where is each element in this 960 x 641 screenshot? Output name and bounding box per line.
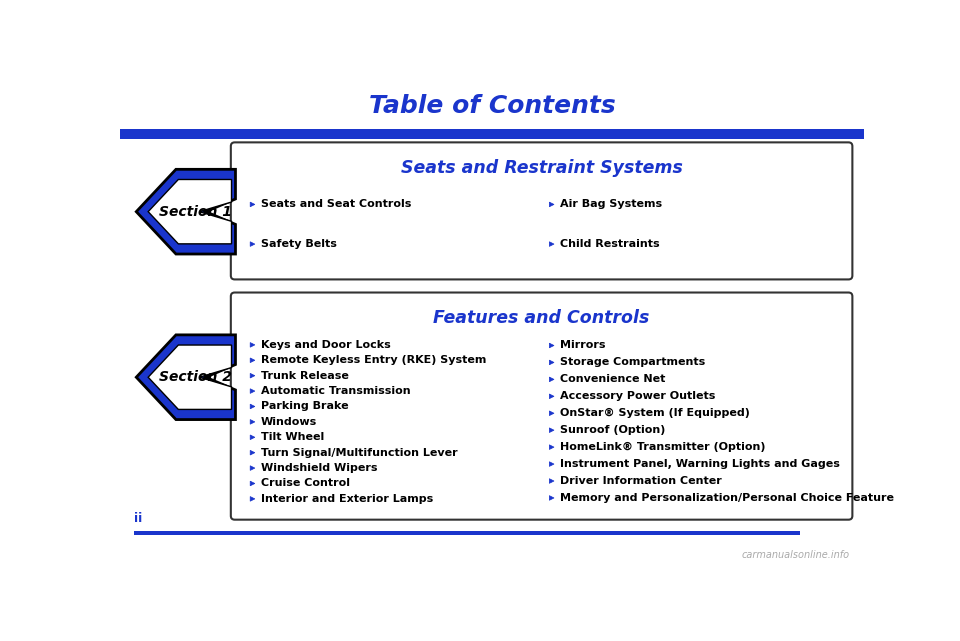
Polygon shape [251,466,254,470]
Text: Storage Compartments: Storage Compartments [561,358,706,367]
Polygon shape [549,343,554,348]
Polygon shape [136,169,235,254]
Text: Air Bag Systems: Air Bag Systems [561,199,662,210]
Text: Turn Signal/Multifunction Lever: Turn Signal/Multifunction Lever [261,447,458,458]
Text: Memory and Personalization/Personal Choice Feature: Memory and Personalization/Personal Choi… [561,493,894,503]
Text: Section 2: Section 2 [159,370,232,384]
Polygon shape [549,479,554,483]
Text: Sunroof (Option): Sunroof (Option) [561,425,665,435]
Text: HomeLink® Transmitter (Option): HomeLink® Transmitter (Option) [561,442,766,452]
Polygon shape [251,342,254,347]
Polygon shape [251,358,254,363]
FancyBboxPatch shape [230,142,852,279]
Polygon shape [549,462,554,467]
Polygon shape [549,495,554,500]
Polygon shape [549,445,554,449]
Text: Cruise Control: Cruise Control [261,478,350,488]
Text: Accessory Power Outlets: Accessory Power Outlets [561,391,715,401]
Polygon shape [549,360,554,365]
Text: Table of Contents: Table of Contents [369,94,615,118]
Text: Instrument Panel, Warning Lights and Gages: Instrument Panel, Warning Lights and Gag… [561,459,840,469]
Polygon shape [251,404,254,409]
Polygon shape [251,242,254,246]
Polygon shape [549,202,554,207]
Text: Trunk Release: Trunk Release [261,370,348,381]
Text: Features and Controls: Features and Controls [433,309,650,327]
Polygon shape [549,411,554,415]
Text: Mirrors: Mirrors [561,340,606,351]
Text: Driver Information Center: Driver Information Center [561,476,722,486]
Polygon shape [251,202,254,207]
Text: Interior and Exterior Lamps: Interior and Exterior Lamps [261,494,433,504]
Text: Automatic Transmission: Automatic Transmission [261,386,411,396]
Polygon shape [251,420,254,424]
Polygon shape [251,451,254,455]
Bar [134,531,801,535]
Polygon shape [251,497,254,501]
Polygon shape [251,373,254,378]
Polygon shape [251,435,254,440]
Text: Convenience Net: Convenience Net [561,374,665,385]
Polygon shape [148,345,231,410]
Text: Windows: Windows [261,417,318,427]
Polygon shape [549,428,554,433]
Text: OnStar® System (If Equipped): OnStar® System (If Equipped) [561,408,750,419]
Polygon shape [136,335,235,420]
FancyBboxPatch shape [230,292,852,520]
Text: Safety Belts: Safety Belts [261,239,337,249]
Text: Seats and Restraint Systems: Seats and Restraint Systems [400,159,683,177]
Bar [120,129,864,138]
Text: Parking Brake: Parking Brake [261,401,348,412]
Text: Remote Keyless Entry (RKE) System: Remote Keyless Entry (RKE) System [261,355,487,365]
Text: Child Restraints: Child Restraints [561,239,660,249]
Polygon shape [251,481,254,486]
Polygon shape [549,377,554,381]
Text: ii: ii [134,512,142,525]
Text: carmanualsonline.info: carmanualsonline.info [742,551,850,560]
Polygon shape [549,394,554,399]
Polygon shape [148,179,231,244]
Text: Windshield Wipers: Windshield Wipers [261,463,377,473]
Polygon shape [251,389,254,394]
Text: Section 1: Section 1 [159,204,232,219]
Text: Seats and Seat Controls: Seats and Seat Controls [261,199,412,210]
Polygon shape [549,242,554,246]
Text: Keys and Door Locks: Keys and Door Locks [261,340,391,350]
Text: Tilt Wheel: Tilt Wheel [261,432,324,442]
